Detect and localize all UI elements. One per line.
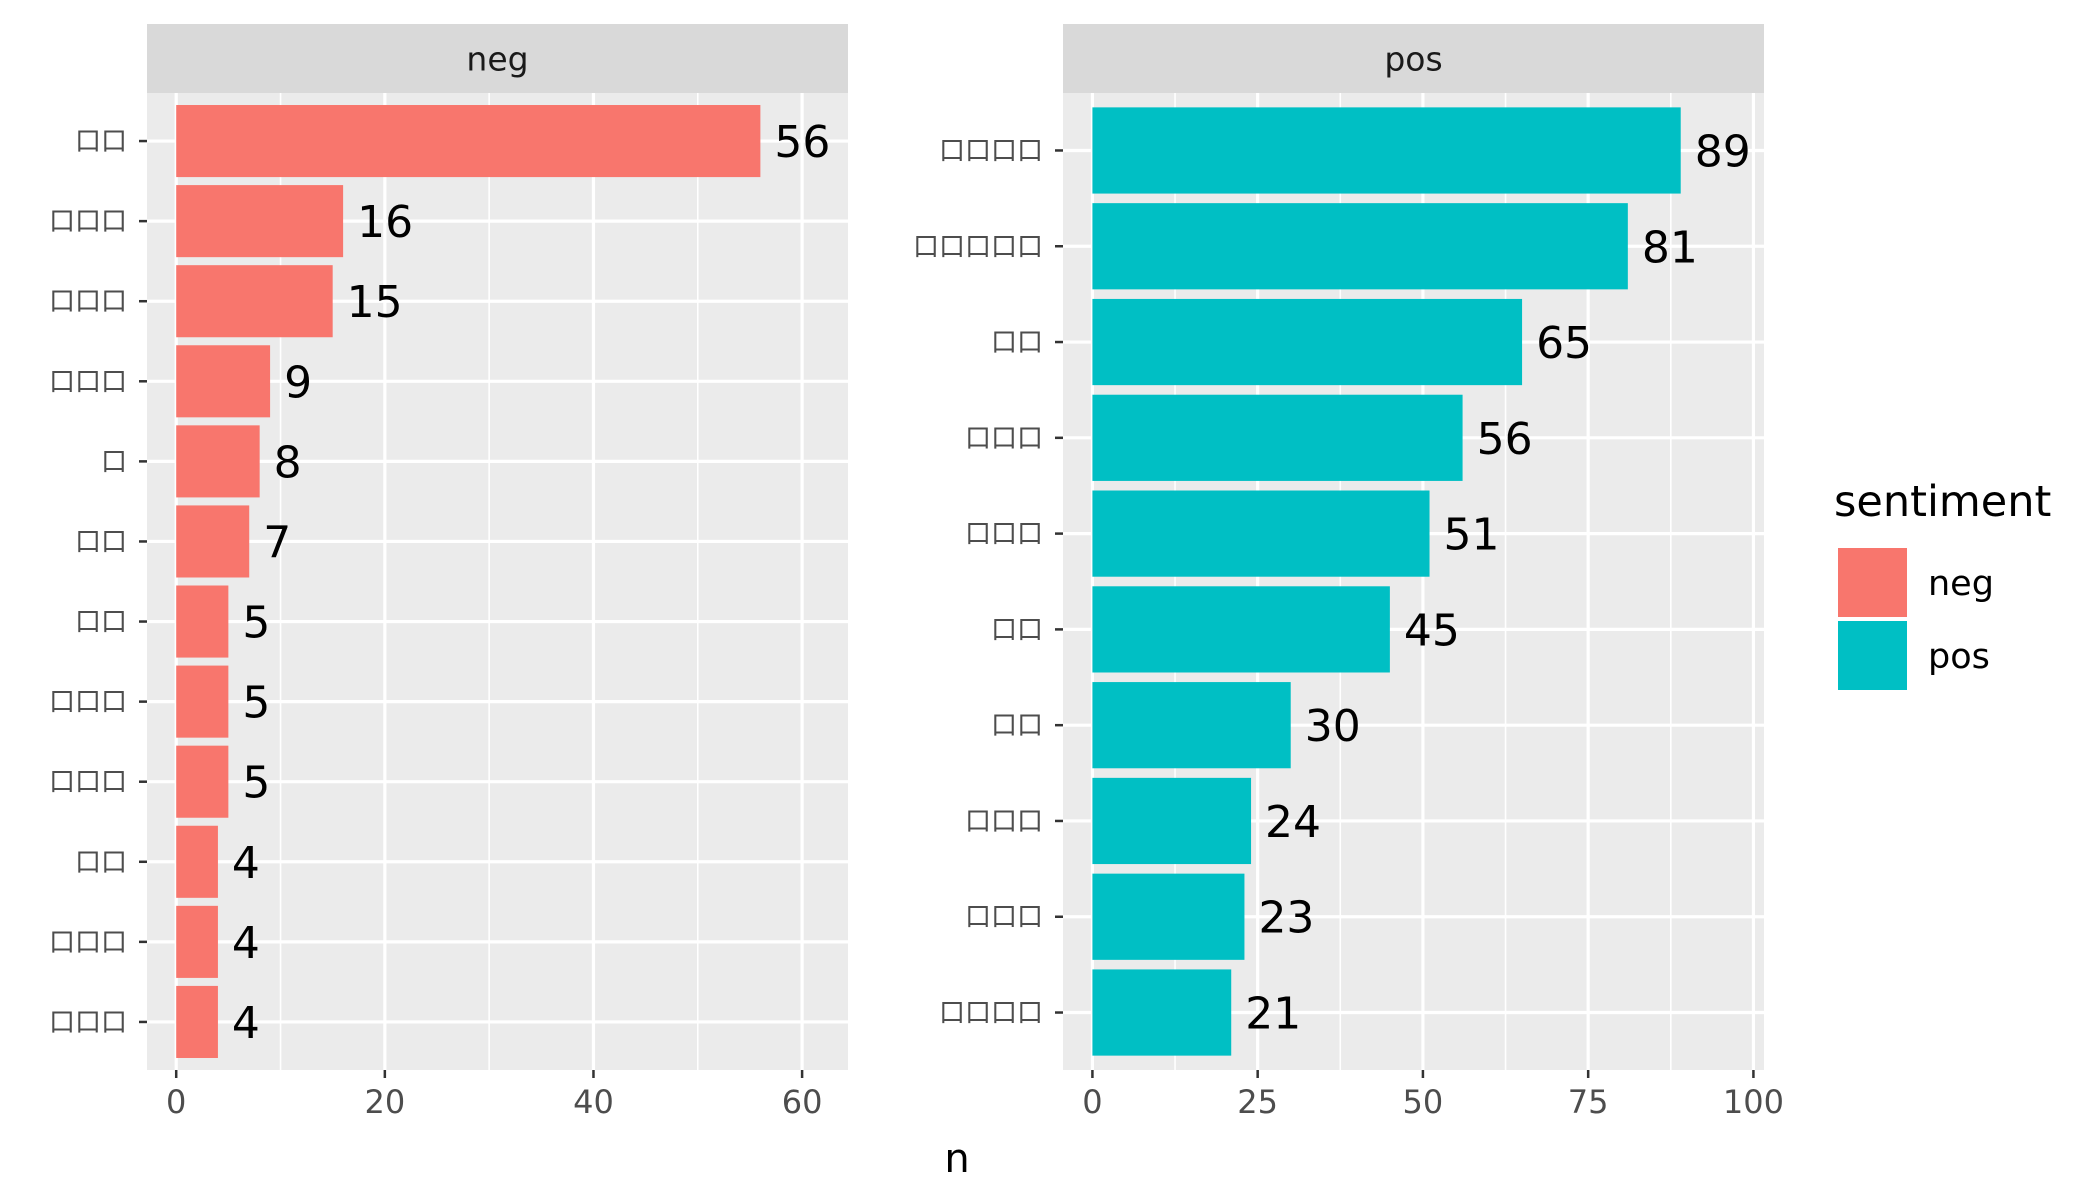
category-label: 口口口 <box>49 367 127 397</box>
bar-value-label: 5 <box>242 598 270 649</box>
bar-neg-3 <box>176 265 333 338</box>
x-tick-label: 25 <box>1237 1083 1278 1121</box>
bar-value-label: 24 <box>1265 797 1321 848</box>
bar-pos-2 <box>1092 203 1628 290</box>
category-label: 口口口 <box>49 287 127 317</box>
bar-neg-12 <box>176 985 218 1058</box>
facet-strip-label: neg <box>466 40 528 79</box>
legend-title: sentiment <box>1834 477 2051 527</box>
bar-value-label: 4 <box>232 838 260 889</box>
legend-label-pos: pos <box>1928 637 1990 677</box>
bar-pos-1 <box>1092 107 1681 194</box>
bar-pos-5 <box>1092 490 1430 577</box>
category-label: 口 <box>101 447 127 477</box>
bar-value-label: 16 <box>357 197 413 248</box>
bar-pos-6 <box>1092 586 1390 673</box>
facet-strip <box>1063 24 1764 93</box>
bar-neg-6 <box>176 505 250 578</box>
legend-key-neg <box>1838 548 1907 617</box>
bar-neg-1 <box>176 105 761 178</box>
category-label: 口口 <box>75 608 127 638</box>
category-label: 口口口 <box>49 928 127 958</box>
bar-value-label: 65 <box>1536 318 1592 369</box>
x-tick-label: 0 <box>1082 1083 1102 1121</box>
category-label: 口口口 <box>49 1008 127 1038</box>
category-label: 口口口口口 <box>913 232 1043 262</box>
category-label: 口口口 <box>965 520 1043 550</box>
category-label: 口口口 <box>965 903 1043 933</box>
bar-pos-3 <box>1092 298 1523 386</box>
bar-value-label: 15 <box>347 277 403 328</box>
bar-pos-7 <box>1092 682 1291 769</box>
bar-pos-4 <box>1092 394 1463 481</box>
bar-value-label: 4 <box>232 918 260 969</box>
category-label: 口口 <box>75 127 127 157</box>
bar-pos-8 <box>1092 777 1252 865</box>
x-tick-label: 20 <box>364 1083 405 1121</box>
bar-neg-7 <box>176 585 229 658</box>
category-label: 口口口 <box>965 424 1043 454</box>
x-axis-title: n <box>944 1136 969 1182</box>
category-label: 口口口 <box>49 768 127 798</box>
category-label: 口口 <box>991 615 1043 645</box>
x-tick-label: 0 <box>166 1083 186 1121</box>
bar-value-label: 5 <box>242 678 270 729</box>
category-label: 口口 <box>991 711 1043 741</box>
x-tick-label: 60 <box>782 1083 823 1121</box>
bar-value-label: 56 <box>774 117 830 168</box>
facet-strip-label: pos <box>1384 40 1442 79</box>
category-label: 口口 <box>991 328 1043 358</box>
category-label: 口口 <box>75 527 127 557</box>
legend-key-pos <box>1838 621 1907 690</box>
x-tick-label: 50 <box>1403 1083 1444 1121</box>
x-tick-label: 100 <box>1723 1083 1784 1121</box>
bar-value-label: 21 <box>1245 989 1301 1040</box>
bar-neg-5 <box>176 425 260 498</box>
bar-neg-8 <box>176 665 229 738</box>
bar-value-label: 4 <box>232 998 260 1049</box>
bar-neg-11 <box>176 905 218 978</box>
facet-strip <box>147 24 848 93</box>
bar-pos-10 <box>1092 969 1232 1056</box>
category-label: 口口口 <box>965 807 1043 837</box>
bar-neg-4 <box>176 345 271 418</box>
bar-value-label: 81 <box>1642 222 1698 273</box>
bar-value-label: 30 <box>1305 701 1361 752</box>
bar-value-label: 56 <box>1477 414 1533 465</box>
legend: sentiment neg pos <box>1834 477 2051 690</box>
bar-value-label: 23 <box>1258 893 1314 944</box>
bar-value-label: 5 <box>242 758 270 809</box>
category-label: 口口口口 <box>939 136 1043 166</box>
legend-label-neg: neg <box>1928 564 1994 604</box>
bar-value-label: 51 <box>1444 510 1500 561</box>
bar-neg-2 <box>176 185 344 258</box>
bar-value-label: 7 <box>263 517 291 568</box>
x-tick-label: 75 <box>1568 1083 1609 1121</box>
category-label: 口口口 <box>49 207 127 237</box>
bar-value-label: 89 <box>1695 126 1751 177</box>
bar-pos-9 <box>1092 873 1245 960</box>
bar-value-label: 8 <box>274 437 302 488</box>
category-label: 口口口口 <box>939 999 1043 1029</box>
bar-value-label: 45 <box>1404 605 1460 656</box>
x-tick-label: 40 <box>573 1083 614 1121</box>
bar-neg-9 <box>176 745 229 818</box>
bar-value-label: 9 <box>284 357 312 408</box>
category-label: 口口 <box>75 848 127 878</box>
bar-neg-10 <box>176 825 218 898</box>
category-label: 口口口 <box>49 688 127 718</box>
